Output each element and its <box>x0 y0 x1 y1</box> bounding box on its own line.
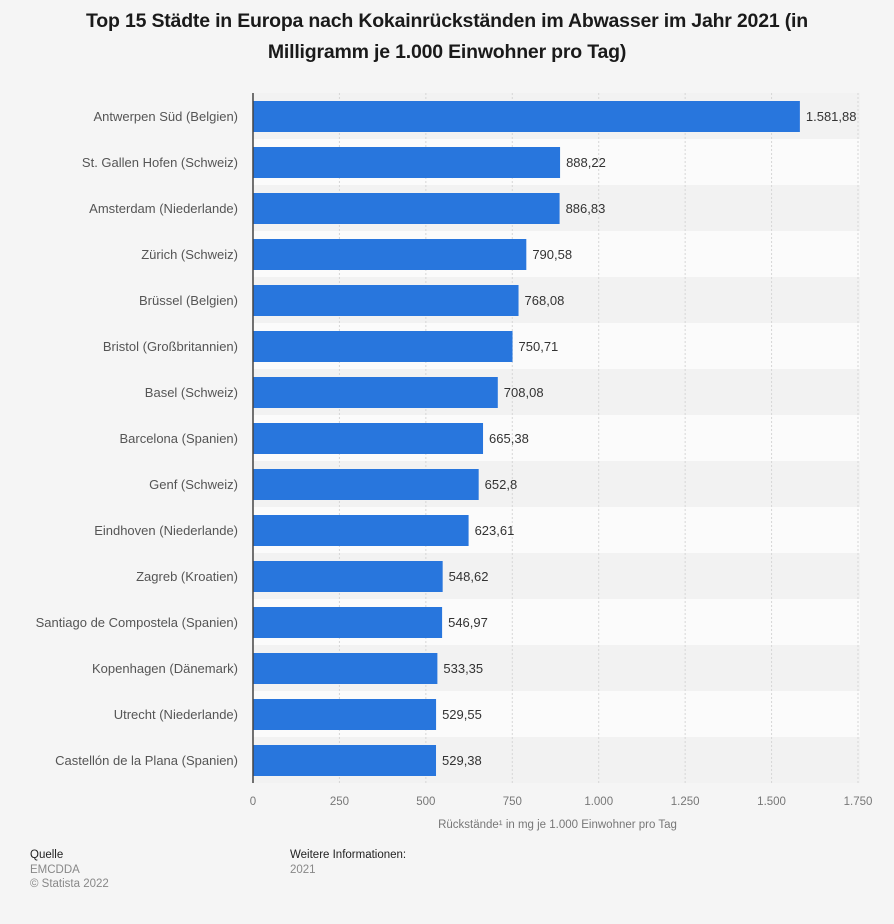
source-heading: Quelle <box>30 849 64 861</box>
category-label: Castellón de la Plana (Spanien) <box>55 753 238 768</box>
bar[interactable] <box>253 423 484 454</box>
bar[interactable] <box>253 515 469 546</box>
x-tick-label: 750 <box>503 796 522 808</box>
x-tick-label: 1.500 <box>757 796 786 808</box>
copyright: © Statista 2022 <box>30 878 109 890</box>
info-heading: Weitere Informationen: <box>290 849 407 861</box>
category-label: Antwerpen Süd (Belgien) <box>93 109 238 124</box>
value-label: 768,08 <box>525 293 565 308</box>
bar[interactable] <box>253 193 560 224</box>
value-labels: 1.581,88 888,22 886,83 790,58 768,08 750,71 70… <box>442 109 856 768</box>
category-label: Zürich (Schweiz) <box>141 247 238 262</box>
bar[interactable] <box>253 239 527 270</box>
category-label: Kopenhagen (Dänemark) <box>92 661 238 676</box>
category-label: Brüssel (Belgien) <box>139 293 238 308</box>
value-label: 548,62 <box>449 569 489 584</box>
category-label: St. Gallen Hofen (Schweiz) <box>82 155 238 170</box>
x-tick-label: 500 <box>416 796 435 808</box>
category-label: Genf (Schweiz) <box>149 477 238 492</box>
x-tick-label: 250 <box>330 796 349 808</box>
bar[interactable] <box>253 469 479 500</box>
x-axis-title: Rückstände¹ in mg je 1.000 Einwohner pro… <box>438 819 677 831</box>
value-label: 529,38 <box>442 753 482 768</box>
value-label: 546,97 <box>448 615 488 630</box>
category-label: Santiago de Compostela (Spanien) <box>36 615 238 630</box>
value-label: 888,22 <box>566 155 606 170</box>
category-label: Zagreb (Kroatien) <box>136 569 238 584</box>
bars <box>253 101 800 776</box>
category-label: Amsterdam (Niederlande) <box>89 201 238 216</box>
chart-title: Top 15 Städte in Europa nach Kokainrücks… <box>86 10 808 63</box>
source-name: EMCDDA <box>30 863 80 876</box>
value-label: 750,71 <box>519 339 559 354</box>
x-tick-label: 1.000 <box>584 796 613 808</box>
category-label: Basel (Schweiz) <box>145 385 238 400</box>
category-labels: Antwerpen Süd (Belgien) St. Gallen Hofen … <box>36 109 238 768</box>
value-label: 529,55 <box>442 707 482 722</box>
bar[interactable] <box>253 285 519 316</box>
bar[interactable] <box>253 561 443 592</box>
category-label: Eindhoven (Niederlande) <box>94 523 238 538</box>
x-tick-labels: 0 250 500 750 1.000 1.250 1.500 1.750 <box>250 796 873 808</box>
x-tick-label: 1.250 <box>671 796 700 808</box>
source-block: Quelle EMCDDA © Statista 2022 <box>30 848 109 892</box>
value-label: 708,08 <box>504 385 544 400</box>
value-label: 790,58 <box>532 247 572 262</box>
bar[interactable] <box>253 377 498 408</box>
bar[interactable] <box>253 101 800 132</box>
bar[interactable] <box>253 331 513 362</box>
value-label: 533,35 <box>443 661 483 676</box>
bar[interactable] <box>253 147 561 178</box>
value-label: 1.581,88 <box>806 109 857 124</box>
x-tick-label: 1.750 <box>844 796 873 808</box>
value-label: 623,61 <box>475 523 515 538</box>
value-label: 886,83 <box>566 201 606 216</box>
category-label: Barcelona (Spanien) <box>119 431 238 446</box>
category-label: Bristol (Großbritannien) <box>103 339 238 354</box>
bar[interactable] <box>253 745 437 776</box>
value-label: 665,38 <box>489 431 529 446</box>
value-label: 652,8 <box>485 477 518 492</box>
x-tick-label: 0 <box>250 796 256 808</box>
bar[interactable] <box>253 653 438 684</box>
bar[interactable] <box>253 699 437 730</box>
bar[interactable] <box>253 607 443 638</box>
info-text: 2021 <box>290 863 316 876</box>
category-label: Utrecht (Niederlande) <box>114 707 238 722</box>
info-block: Weitere Informationen: 2021 <box>290 848 406 877</box>
